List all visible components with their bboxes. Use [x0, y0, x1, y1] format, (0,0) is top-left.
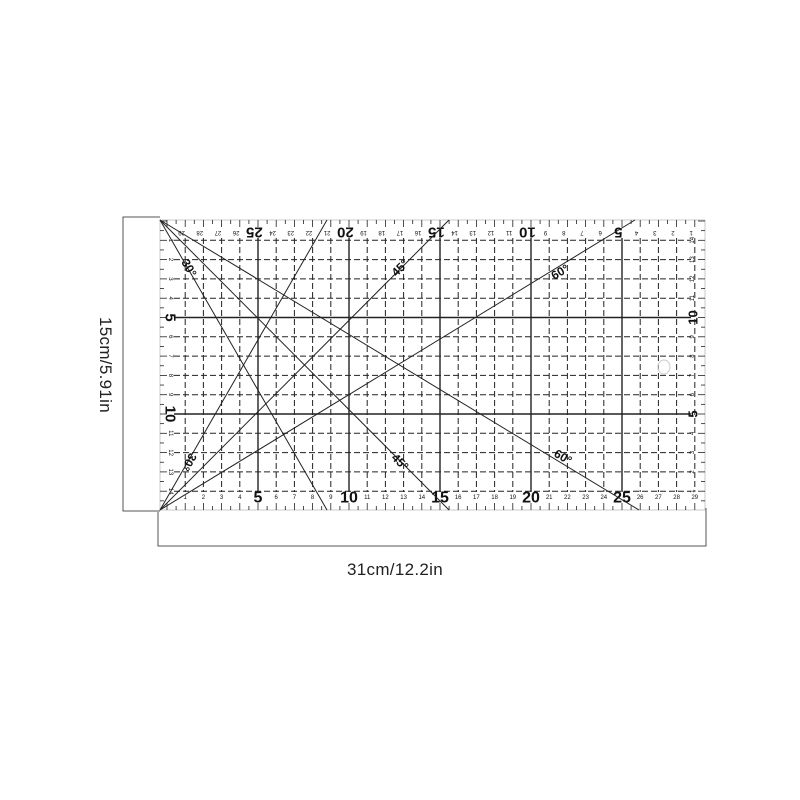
left-scale-number: 10 [162, 406, 179, 423]
top-scale-number: 13 [469, 229, 476, 235]
bottom-scale-number: 16 [455, 495, 462, 501]
left-scale-number: 8 [167, 374, 173, 378]
top-scale-number: 7 [580, 229, 584, 235]
left-scale-number: 7 [167, 354, 173, 358]
width-dimension-label: 31cm/12.2in [347, 560, 443, 579]
top-scale-number: 21 [323, 229, 330, 235]
top-scale-number: 18 [378, 229, 385, 235]
bottom-scale-number: 22 [564, 495, 571, 501]
left-scale-number: 9 [167, 393, 173, 397]
bottom-scale-number: 6 [275, 495, 279, 501]
bottom-scale-number: 17 [473, 495, 480, 501]
angle-line [159, 219, 328, 511]
angle-line [159, 219, 636, 511]
right-scale-number: 1 [690, 489, 696, 493]
top-scale-number: 27 [214, 229, 221, 235]
top-scale-number: 11 [505, 229, 512, 235]
right-scale-number: 10 [686, 310, 701, 324]
bottom-scale-number: 26 [637, 495, 644, 501]
right-scale-number: 2 [690, 470, 696, 474]
bottom-scale-number: 9 [329, 495, 333, 501]
right-scale-number: 14 [690, 236, 696, 243]
bottom-scale-number: 4 [238, 495, 242, 501]
bottom-scale-number: 10 [340, 490, 358, 507]
bottom-scale-number: 11 [364, 495, 371, 501]
right-scale-number: 11 [690, 294, 696, 301]
top-scale-number: 2 [671, 229, 675, 235]
ruler-outline [159, 219, 706, 511]
top-scale-number: 20 [337, 224, 354, 241]
right-scale-number: 4 [690, 431, 696, 435]
top-scale-number: 8 [561, 229, 565, 235]
bottom-scale-number: 23 [582, 495, 589, 501]
width-bracket [157, 508, 707, 547]
top-scale-number: 16 [414, 229, 421, 235]
angle-line [159, 219, 450, 511]
top-scale-number: 14 [451, 229, 458, 235]
left-scale-number: 12 [167, 449, 173, 456]
right-scale-number: 7 [690, 373, 696, 377]
bottom-scale-number: 19 [509, 495, 516, 501]
left-scale-number: 13 [167, 469, 173, 476]
bottom-scale-number: 20 [522, 490, 540, 507]
top-scale-number: 19 [360, 229, 367, 235]
bottom-scale-number: 2 [202, 495, 206, 501]
top-scale-number: 24 [269, 229, 276, 235]
left-scale-number: 4 [167, 297, 173, 301]
bottom-scale-number: 21 [546, 495, 553, 501]
left-scale-number: 2 [167, 258, 173, 262]
bottom-scale-number: 7 [293, 495, 297, 501]
right-scale-number: 9 [690, 334, 696, 338]
bottom-scale-number: 1 [184, 495, 188, 501]
top-scale-number: 22 [305, 229, 312, 235]
right-scale-number: 3 [690, 450, 696, 454]
top-scale-number: 17 [396, 229, 403, 235]
left-scale-number: 14 [167, 488, 173, 495]
top-scale-number: 9 [543, 229, 547, 235]
top-scale-number: 12 [487, 229, 494, 235]
top-scale-number: 29 [178, 229, 185, 235]
left-scale-number: 1 [167, 239, 173, 243]
top-scale-number: 6 [598, 229, 602, 235]
left-scale-number: 3 [167, 277, 173, 281]
top-scale-number: 10 [519, 224, 536, 241]
bottom-scale-number: 28 [673, 495, 680, 501]
left-scale-number: 11 [167, 430, 173, 437]
right-scale-number: 13 [690, 256, 696, 263]
bottom-scale-number: 18 [491, 495, 498, 501]
height-dimension-label: 15cm/5.91in [96, 317, 115, 413]
quilting-ruler: 1 2 3 4 5 6 7 8 9 10 11 12 13 14 15 16 17 18 19 20 21 22 23 24 2… [159, 219, 706, 511]
bottom-scale-number: 5 [254, 490, 263, 507]
right-scale-number: 12 [690, 275, 696, 282]
bottom-scale-number: 8 [311, 495, 315, 501]
bottom-scale-number: 13 [400, 495, 407, 501]
right-scale-number: 6 [690, 392, 696, 396]
top-scale-number: 4 [634, 229, 638, 235]
right-scale-number: 8 [690, 354, 696, 358]
bottom-scale-number: 29 [691, 495, 698, 501]
bottom-scale-number: 3 [220, 495, 224, 501]
angle-line [159, 219, 640, 511]
hanging-hole [657, 359, 671, 375]
top-scale-number: 23 [287, 229, 294, 235]
top-scale-number: 5 [614, 224, 622, 241]
right-scale-number: 5 [686, 410, 701, 417]
dimension-brackets [122, 216, 707, 547]
top-scale-number: 28 [196, 229, 203, 235]
top-scale-number: 1 [689, 229, 693, 235]
bottom-scale-number: 27 [655, 495, 662, 501]
top-scale-number: 26 [232, 229, 239, 235]
top-scale-number: 3 [652, 229, 656, 235]
left-scale-number: 6 [167, 335, 173, 339]
bottom-scale-number: 14 [418, 495, 425, 501]
left-scale-number: 5 [162, 313, 179, 321]
bottom-scale-number: 24 [600, 495, 607, 501]
bottom-scale-number: 15 [431, 490, 449, 507]
bottom-scale-number: 12 [382, 495, 389, 501]
top-scale-number: 25 [246, 224, 263, 241]
height-bracket [122, 216, 160, 512]
